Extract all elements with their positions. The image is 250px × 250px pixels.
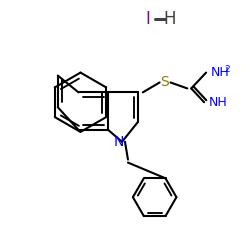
Text: I: I bbox=[145, 10, 150, 28]
Text: NH: NH bbox=[211, 66, 230, 79]
Text: 2: 2 bbox=[224, 65, 230, 74]
Text: S: S bbox=[160, 76, 169, 90]
Text: N: N bbox=[114, 135, 124, 149]
Text: NH: NH bbox=[209, 96, 228, 109]
Text: H: H bbox=[163, 10, 176, 28]
